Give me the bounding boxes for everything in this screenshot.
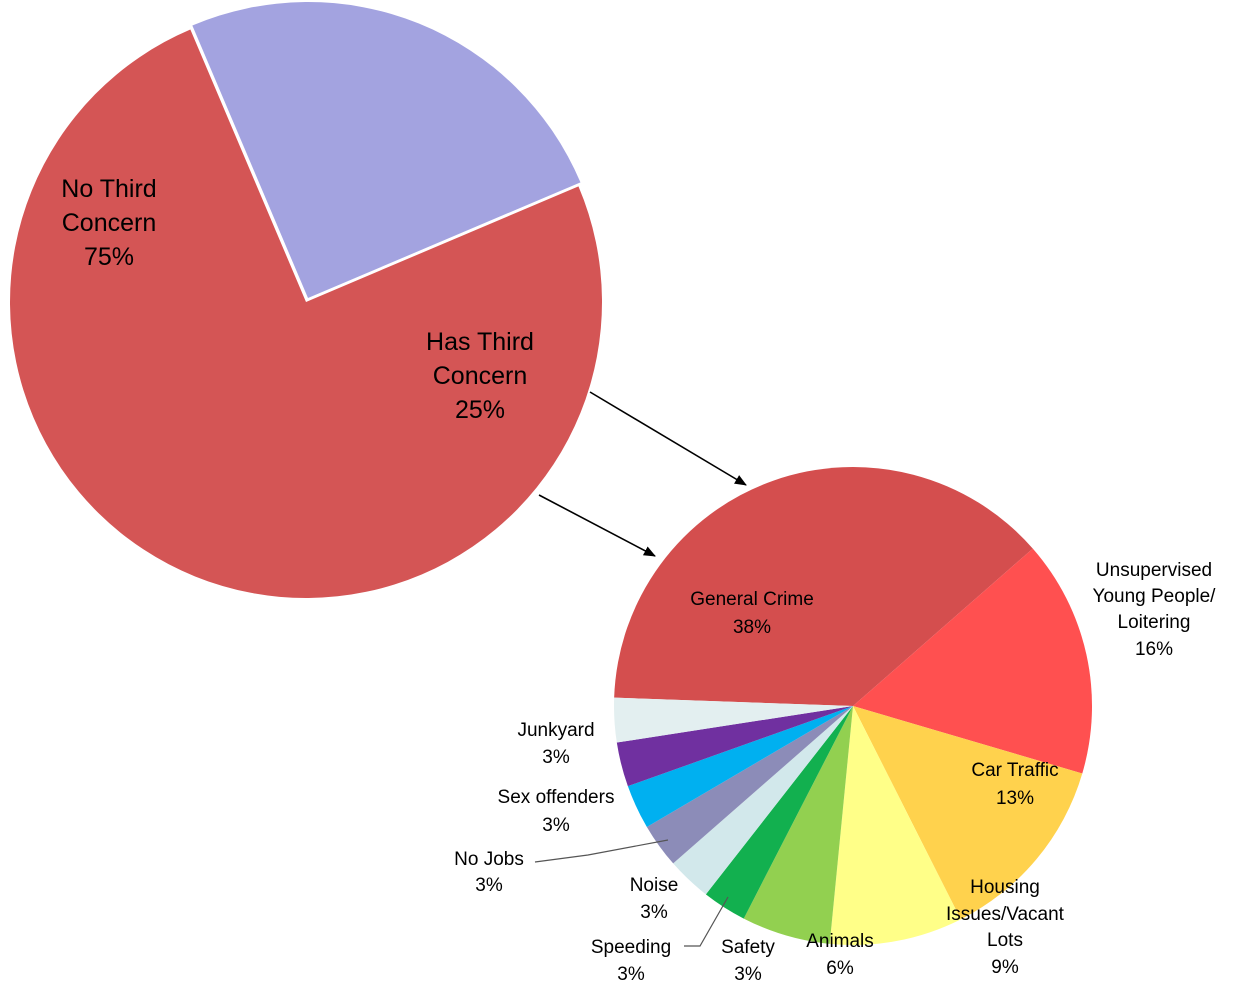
slice-value-detail-junkyard: 3% bbox=[542, 747, 570, 768]
pie-slice-safety bbox=[705, 706, 853, 919]
slice-value-detail-unsupervised-young-people-loitering: 16% bbox=[1135, 639, 1173, 660]
slice-label-detail-safety: Safety bbox=[721, 937, 775, 958]
slice-label-main-has-third-concern: Has Third Concern bbox=[426, 328, 534, 390]
leader-lines bbox=[534, 839, 729, 947]
leader-line-speeding bbox=[684, 896, 729, 947]
pie-slice-speeding bbox=[673, 706, 853, 895]
connector-arrow-lower bbox=[538, 494, 656, 557]
slice-label-detail-sex-offenders: Sex offenders bbox=[498, 787, 615, 808]
leader-line-no-jobs bbox=[534, 839, 669, 863]
slice-label-detail-housing-issues-vacant-lots: Housing Issues/Vacant Lots bbox=[946, 877, 1065, 951]
slice-labels: No Third Concern 75% Has Third Concern 25% Gen… bbox=[61, 175, 1216, 985]
slice-label-detail-speeding: Speeding bbox=[591, 937, 671, 958]
pie-slice-no-third-concern bbox=[10, 29, 603, 598]
main-pie bbox=[10, 1, 603, 598]
pie-slice-has-third-concern bbox=[192, 1, 581, 299]
pie-slice-housing-issues-vacant-lots bbox=[829, 706, 961, 946]
slice-label-main-no-third-concern: No Third Concern bbox=[61, 175, 156, 237]
slice-label-detail-general-crime: General Crime bbox=[690, 589, 814, 610]
slice-label-detail-unsupervised-young-people-loitering: Unsupervised Young People/Loitering bbox=[1093, 560, 1217, 633]
slice-value-detail-speeding: 3% bbox=[617, 964, 645, 985]
slice-value-detail-sex-offenders: 3% bbox=[542, 815, 570, 836]
connector-arrows bbox=[538, 391, 747, 557]
pie-slice-no-jobs bbox=[627, 706, 853, 827]
slice-label-detail-noise: Noise bbox=[630, 875, 679, 896]
pie-slice-junkyard bbox=[614, 697, 853, 743]
pie-slice-animals bbox=[743, 706, 853, 944]
slice-value-detail-car-traffic: 13% bbox=[996, 788, 1034, 809]
slice-label-detail-animals: Animals bbox=[806, 931, 874, 952]
connector-arrow-upper bbox=[589, 391, 747, 486]
slice-value-detail-general-crime: 38% bbox=[733, 617, 771, 638]
slice-value-detail-safety: 3% bbox=[734, 964, 762, 985]
slice-value-detail-no-jobs: 3% bbox=[475, 875, 503, 896]
slice-value-main-no-third-concern: 75% bbox=[84, 243, 134, 271]
pie-slice-general-crime bbox=[614, 466, 1033, 706]
pie-slice-noise bbox=[646, 706, 853, 864]
pie-slice-sex-offenders bbox=[616, 706, 853, 787]
slice-label-detail-car-traffic: Car Traffic bbox=[971, 760, 1058, 781]
pie-slice-unsupervised-young-people-loitering bbox=[853, 548, 1093, 774]
slice-value-main-has-third-concern: 25% bbox=[455, 396, 505, 424]
slice-value-detail-housing-issues-vacant-lots: 9% bbox=[991, 957, 1019, 978]
slice-value-detail-animals: 6% bbox=[826, 958, 854, 979]
detail-pie bbox=[614, 466, 1093, 946]
pie-slice-car-traffic bbox=[853, 706, 1083, 920]
slice-value-detail-noise: 3% bbox=[640, 902, 668, 923]
slice-label-detail-junkyard: Junkyard bbox=[517, 720, 594, 741]
slice-label-detail-no-jobs: No Jobs bbox=[454, 849, 524, 870]
